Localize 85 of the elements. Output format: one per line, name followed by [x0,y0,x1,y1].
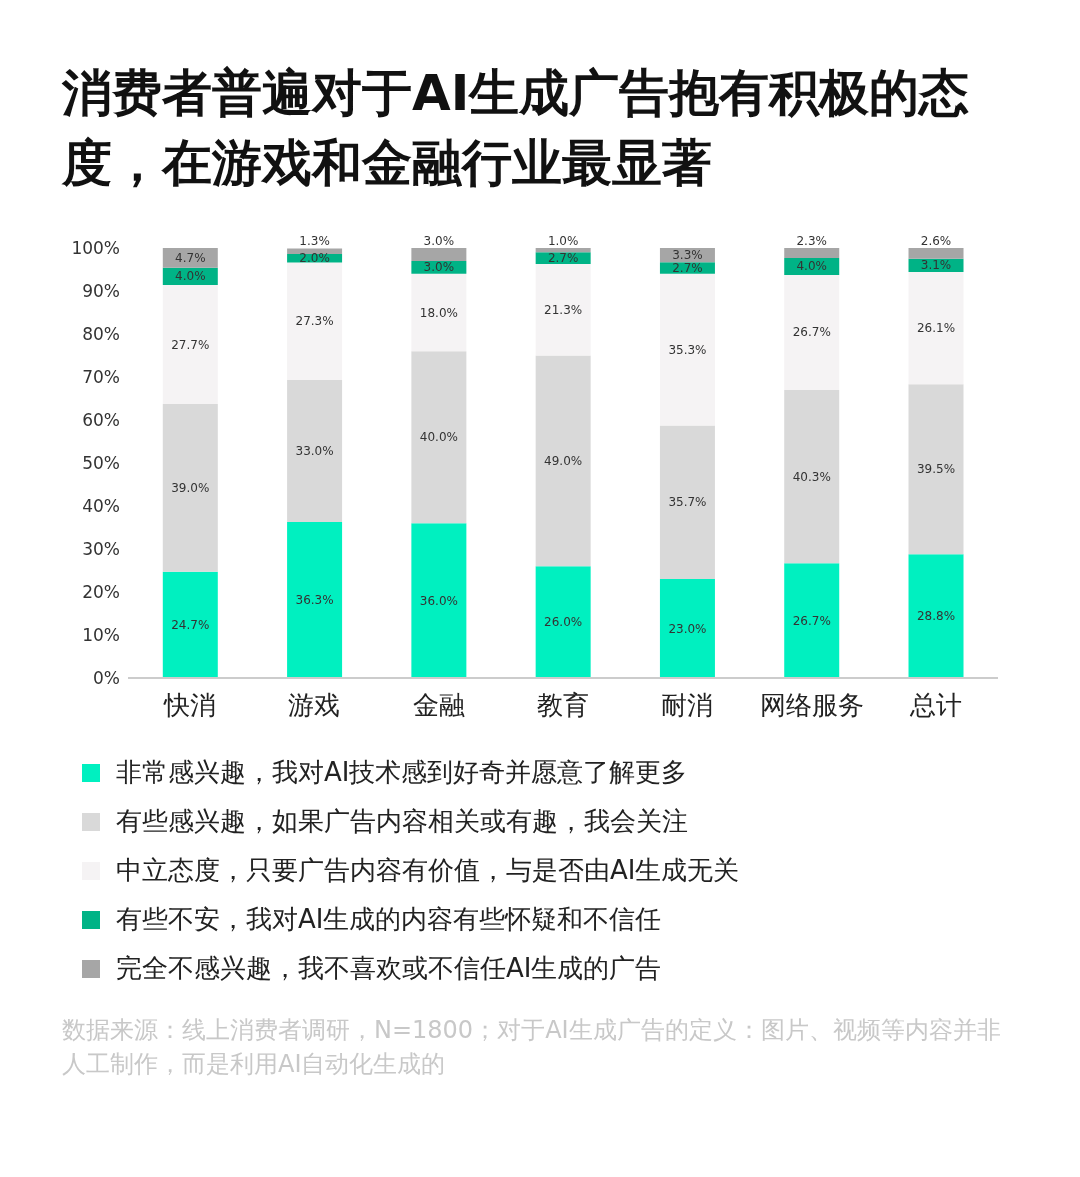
data-label: 27.7% [171,337,210,352]
data-label: 2.6% [920,234,952,248]
bar [287,262,343,381]
data-label: 26.1% [916,321,956,336]
bar [784,563,840,678]
y-tick-label: 20% [82,582,120,603]
data-label: 3.0% [423,260,455,275]
bar [411,273,467,352]
bar [908,272,964,385]
data-label: 2.3% [796,234,827,248]
data-label: 1.0% [547,234,579,248]
data-label: 2.7% [547,251,579,266]
y-tick-label: 80% [82,324,120,345]
bar [535,248,591,253]
bar [908,384,964,555]
x-tick-label: 教育 [537,690,589,721]
legend-label: 中立态度，只要广告内容有价值，与是否由AI生成无关 [116,854,740,887]
bar [287,521,343,678]
bar [535,355,591,567]
y-tick-label: 90% [82,281,120,302]
legend-label: 完全不感兴趣，我不喜欢或不信任AI生成的广告 [116,952,662,985]
bar [287,248,343,255]
data-label: 49.0% [544,453,583,468]
data-label: 36.0% [419,593,458,608]
bar [908,554,964,678]
data-label: 3.0% [423,234,455,248]
data-label: 18.0% [419,305,458,320]
data-label: 28.8% [916,609,956,624]
data-label: 35.7% [668,495,707,510]
data-label: 3.3% [672,248,703,263]
data-label: 26.0% [544,615,583,630]
legend-label: 有些不安，我对AI生成的内容有些怀疑和不信任 [116,903,662,936]
y-tick-label: 50% [82,453,120,474]
bar [162,571,218,678]
bar [535,566,591,678]
y-tick-label: 60% [82,410,120,431]
data-label: 39.0% [171,480,210,495]
data-label: 4.0% [796,259,827,274]
data-label: 4.0% [175,269,206,284]
data-label: 40.3% [792,469,831,484]
data-label: 26.7% [792,325,831,340]
y-tick-label: 0% [93,668,120,689]
bar [659,273,715,426]
data-label: 26.7% [792,613,831,628]
bar [784,275,840,390]
bar [162,284,218,405]
data-label: 2.0% [299,251,330,266]
legend-label: 非常感兴趣，我对AI技术感到好奇并愿意了解更多 [116,756,688,789]
data-label: 33.0% [295,443,334,458]
data-label: 36.3% [295,592,334,607]
x-tick-label: 耐消 [661,690,714,721]
bar [411,523,467,678]
bar [411,351,467,524]
legend-label: 有些感兴趣，如果广告内容相关或有趣，我会关注 [116,805,688,838]
data-label: 21.3% [544,302,583,317]
x-tick-label: 快消 [163,690,217,721]
x-tick-label: 网络服务 [759,690,864,721]
y-tick-label: 100% [71,238,120,259]
bar [908,248,964,259]
bar [659,579,715,678]
bar [535,263,591,356]
y-tick-label: 70% [82,367,120,388]
bar [411,248,467,261]
data-label: 4.7% [175,250,206,265]
bar [784,248,840,258]
bar [659,425,715,580]
bar [162,404,218,572]
bar [287,380,343,522]
data-label: 2.7% [672,260,703,275]
data-label: 3.1% [920,258,952,273]
chart-title: 消费者普遍对于AI生成广告抱有积极的态度，在游戏和金融行业最显著 [61,63,971,194]
data-label: 1.3% [299,234,330,249]
data-label: 39.5% [916,462,956,477]
data-label: 35.3% [668,342,707,357]
bar [784,389,840,564]
data-label: 24.7% [171,617,210,632]
y-tick-label: 40% [82,496,120,517]
data-label: 23.0% [668,621,707,636]
y-tick-label: 10% [82,625,120,646]
data-label: 27.3% [295,314,334,329]
x-tick-label: 游戏 [288,690,341,721]
y-tick-label: 30% [82,539,120,560]
x-tick-label: 总计 [908,690,962,721]
data-label: 40.0% [419,430,458,445]
x-tick-label: 金融 [412,690,465,721]
